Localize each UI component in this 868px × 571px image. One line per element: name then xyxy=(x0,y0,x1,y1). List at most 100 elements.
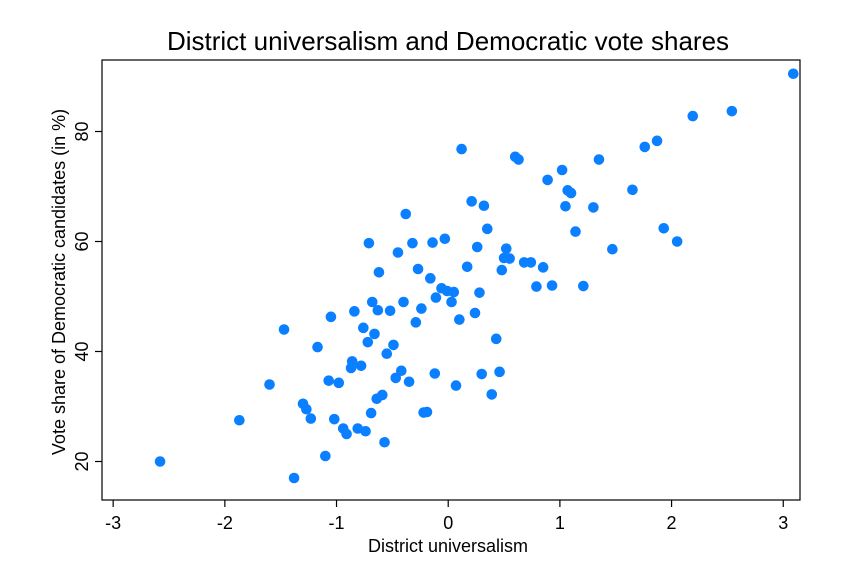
data-point xyxy=(461,261,473,273)
data-point xyxy=(430,292,442,303)
x-axis-label: District universalism xyxy=(368,536,528,556)
x-axis: -3 -2 -1 0 1 2 3 xyxy=(105,500,788,533)
data-point xyxy=(531,281,542,292)
data-point xyxy=(454,314,465,325)
data-point xyxy=(593,154,605,165)
data-point xyxy=(384,305,396,317)
data-point xyxy=(400,208,412,220)
data-point xyxy=(333,377,345,389)
data-point xyxy=(362,336,374,348)
data-point xyxy=(425,273,436,284)
data-point xyxy=(372,304,384,316)
data-point xyxy=(565,187,577,199)
data-point xyxy=(264,379,275,390)
data-point xyxy=(234,414,245,426)
data-point xyxy=(439,233,451,245)
data-point xyxy=(421,406,433,418)
data-point xyxy=(407,237,418,249)
data-point xyxy=(671,236,683,247)
data-point xyxy=(546,280,558,291)
data-point xyxy=(537,262,549,273)
data-point xyxy=(588,202,599,213)
data-point xyxy=(639,141,651,153)
data-point xyxy=(486,389,498,400)
x-tick-label: 1 xyxy=(555,513,565,533)
data-point xyxy=(377,389,388,401)
data-point xyxy=(349,306,360,317)
data-point xyxy=(398,296,409,308)
data-point xyxy=(154,456,166,467)
y-tick-label: 80 xyxy=(72,121,92,141)
data-point xyxy=(392,247,404,258)
x-tick-label: 3 xyxy=(778,513,788,533)
data-point xyxy=(416,303,427,314)
data-point xyxy=(312,341,323,353)
data-point xyxy=(448,286,460,298)
data-point xyxy=(525,257,537,268)
data-point xyxy=(474,287,485,298)
data-point xyxy=(476,368,488,380)
chart-title: District universalism and Democratic vot… xyxy=(167,26,729,56)
data-point xyxy=(456,143,467,155)
data-point xyxy=(469,307,481,319)
data-point xyxy=(390,372,402,384)
data-point xyxy=(278,324,290,335)
data-point xyxy=(355,360,367,372)
data-point xyxy=(358,322,369,334)
data-point xyxy=(363,237,375,249)
data-point xyxy=(360,425,371,437)
data-point xyxy=(379,436,390,448)
y-tick-label: 60 xyxy=(72,231,92,251)
x-tick-label: -3 xyxy=(105,513,121,533)
data-point xyxy=(305,413,317,424)
y-tick-label: 20 xyxy=(72,451,92,471)
data-point xyxy=(427,237,438,248)
data-point xyxy=(373,267,385,278)
data-point xyxy=(446,296,457,308)
data-point xyxy=(651,135,663,147)
plot-area-frame xyxy=(101,59,801,501)
data-point xyxy=(570,226,581,237)
data-point xyxy=(341,428,352,440)
data-point xyxy=(365,407,377,419)
data-point xyxy=(466,196,477,207)
data-point xyxy=(369,328,380,340)
data-point xyxy=(396,365,407,377)
data-point xyxy=(410,317,422,328)
x-tick-label: 2 xyxy=(667,513,677,533)
data-point xyxy=(578,280,589,292)
data-point xyxy=(320,450,331,462)
data-point xyxy=(346,356,358,367)
x-tick-label: -2 xyxy=(217,513,233,533)
data-point xyxy=(325,311,337,323)
y-axis: 20 40 60 80 xyxy=(72,121,102,472)
data-point xyxy=(726,105,738,117)
x-tick-label: 0 xyxy=(443,513,453,533)
data-point xyxy=(504,253,515,264)
x-tick-label: -1 xyxy=(329,513,345,533)
y-tick-label: 40 xyxy=(72,341,92,361)
data-point xyxy=(560,201,571,212)
data-point xyxy=(323,375,335,386)
data-point xyxy=(471,241,483,253)
data-points xyxy=(154,68,799,484)
data-point xyxy=(450,380,462,391)
data-point xyxy=(627,184,638,196)
data-point xyxy=(301,403,312,415)
data-point xyxy=(658,223,670,234)
data-point xyxy=(478,200,490,212)
data-point xyxy=(429,368,441,379)
data-point xyxy=(513,154,524,165)
data-point xyxy=(496,264,508,276)
data-point xyxy=(607,243,618,255)
data-point xyxy=(412,263,424,275)
data-point xyxy=(288,472,300,484)
data-point xyxy=(381,348,393,360)
data-point xyxy=(366,296,378,308)
data-point xyxy=(490,333,502,345)
data-point xyxy=(328,413,340,425)
data-point xyxy=(403,376,415,388)
data-point xyxy=(500,243,512,254)
data-point xyxy=(542,174,553,186)
